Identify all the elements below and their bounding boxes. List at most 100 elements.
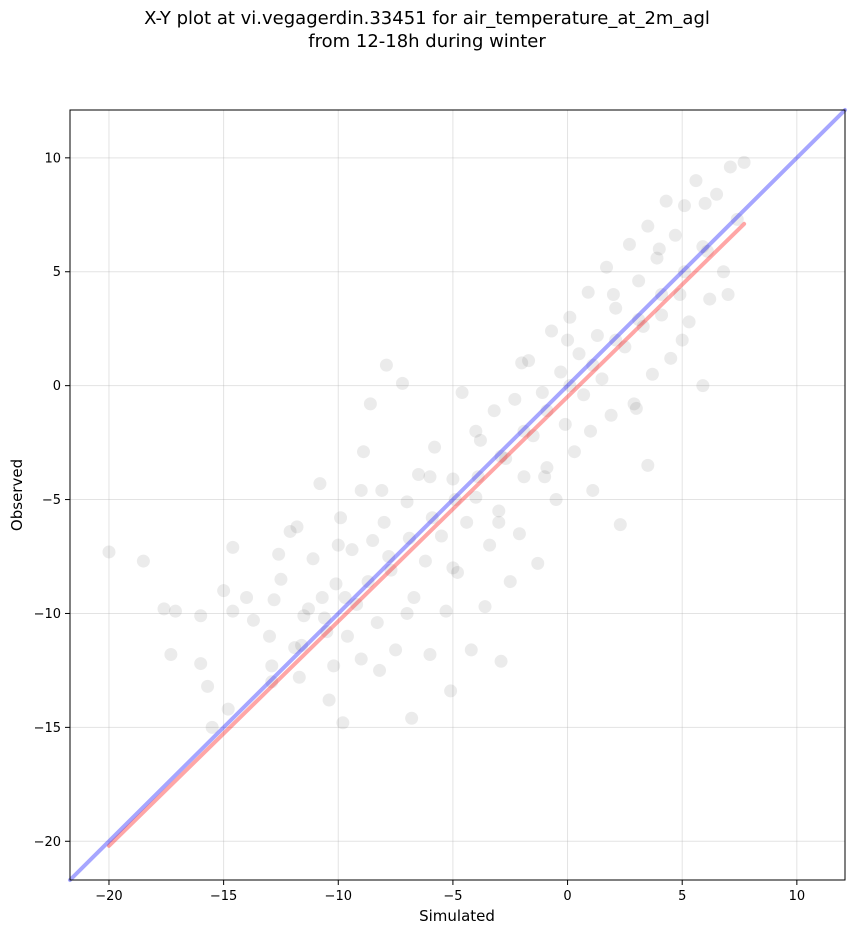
data-point: [295, 638, 309, 652]
data-point: [446, 472, 460, 486]
data-point: [540, 404, 554, 418]
data-point: [600, 260, 614, 274]
data-point: [428, 440, 442, 454]
data-point: [716, 265, 730, 279]
data-point: [313, 477, 327, 491]
data-point: [664, 351, 678, 365]
data-point: [632, 313, 646, 327]
data-point: [338, 591, 352, 605]
data-point: [572, 347, 586, 361]
data-point: [515, 356, 529, 370]
data-point: [356, 445, 370, 459]
data-point: [297, 609, 311, 623]
data-point: [377, 515, 391, 529]
data-point: [455, 385, 469, 399]
data-point: [136, 554, 150, 568]
data-point: [292, 670, 306, 684]
data-point: [265, 659, 279, 673]
data-point: [370, 616, 384, 630]
data-point: [492, 515, 506, 529]
data-point: [629, 401, 643, 415]
x-tick-label: 10: [789, 889, 806, 904]
data-point: [168, 604, 182, 618]
fit-lines: [68, 108, 847, 882]
data-point: [423, 647, 437, 661]
data-point: [700, 244, 714, 258]
data-point: [499, 452, 513, 466]
data-point: [655, 288, 669, 302]
data-point: [366, 534, 380, 548]
y-tick-label: −10: [34, 607, 61, 622]
identity-line: [68, 108, 847, 882]
y-axis-ticks: −20 −15 −10 −5 0 5 10: [34, 151, 70, 850]
x-tick-label: 0: [563, 889, 571, 904]
data-point: [451, 565, 464, 579]
plot-frame: [69, 109, 846, 881]
data-point: [473, 433, 487, 447]
data-point: [577, 388, 591, 402]
data-point: [508, 392, 522, 406]
data-point: [673, 288, 687, 302]
data-point: [478, 600, 492, 614]
data-point: [407, 591, 421, 605]
data-point: [613, 518, 627, 532]
data-point: [345, 543, 359, 557]
x-axis-ticks: −20 −15 −10 −5 0 5 10: [95, 880, 805, 904]
data-point: [650, 251, 664, 265]
data-point: [659, 194, 673, 208]
data-point: [412, 467, 426, 481]
data-point: [563, 310, 577, 324]
data-point: [384, 563, 398, 577]
data-point: [549, 493, 563, 507]
data-point: [531, 556, 545, 570]
data-point: [290, 520, 304, 534]
data-point: [157, 602, 171, 616]
data-point: [581, 285, 595, 299]
data-point: [288, 641, 302, 655]
data-point: [558, 417, 572, 431]
data-point: [483, 538, 497, 552]
data-point: [469, 490, 483, 504]
y-tick-label: 0: [53, 379, 61, 394]
data-point: [703, 292, 717, 306]
data-point: [540, 461, 554, 475]
data-points: [102, 155, 751, 734]
data-point: [226, 540, 240, 554]
y-axis-label: Observed: [8, 459, 26, 531]
data-point: [675, 333, 689, 347]
data-point: [405, 711, 419, 725]
data-point: [696, 240, 710, 254]
y-tick-label: 5: [53, 265, 61, 280]
data-point: [320, 625, 334, 639]
data-point: [373, 663, 387, 677]
data-point: [696, 379, 710, 393]
data-point: [164, 647, 178, 661]
data-point: [689, 174, 703, 188]
data-point: [632, 274, 646, 288]
data-point: [272, 547, 286, 561]
x-axis-label: Simulated: [419, 907, 495, 925]
grid-lines: [70, 110, 845, 880]
data-point: [522, 354, 536, 368]
regression-line: [106, 221, 747, 848]
data-point: [698, 196, 712, 210]
data-point: [265, 675, 279, 689]
data-point: [306, 552, 320, 566]
data-point: [668, 228, 682, 242]
data-point: [425, 511, 439, 525]
x-tick-label: −15: [210, 889, 237, 904]
chart-title-line-2: from 12-18h during winter: [308, 31, 546, 52]
data-point: [487, 404, 501, 418]
data-point: [471, 470, 485, 484]
data-point: [618, 340, 632, 354]
data-point: [194, 657, 208, 671]
data-point: [567, 445, 581, 459]
data-point: [469, 424, 483, 438]
data-point: [655, 308, 669, 322]
data-point: [354, 652, 368, 666]
data-point: [361, 575, 375, 589]
data-point: [318, 611, 332, 625]
y-tick-label: 10: [44, 151, 61, 166]
